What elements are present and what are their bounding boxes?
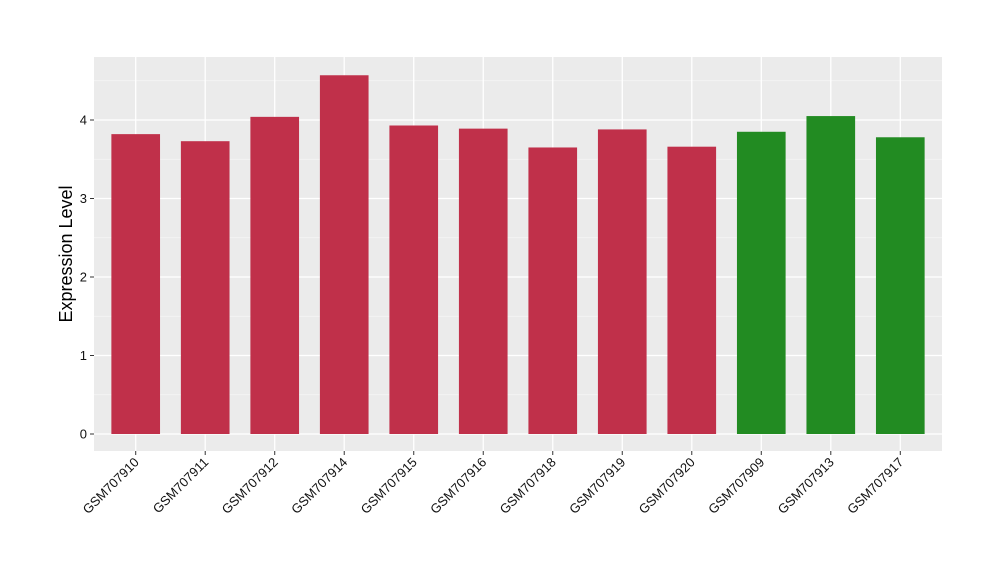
x-tick-label: GSM707912 xyxy=(219,455,281,517)
y-tick-label: 2 xyxy=(80,270,87,285)
y-tick-label: 0 xyxy=(80,427,87,442)
bar-GSM707917 xyxy=(875,137,925,434)
bars xyxy=(111,75,925,435)
y-axis-title: Expression Level xyxy=(56,185,76,322)
x-axis: GSM707910 GSM707911 GSM707912 GSM707914 GSM7… xyxy=(80,451,906,517)
y-tick-label: 3 xyxy=(80,191,87,206)
y-tick-label: 1 xyxy=(80,348,87,363)
x-tick-label: GSM707914 xyxy=(288,455,350,517)
x-tick-label: GSM707920 xyxy=(636,455,698,517)
plot-panel xyxy=(94,57,942,451)
y-tick-label: 4 xyxy=(80,113,87,128)
x-tick-label: GSM707909 xyxy=(705,455,767,517)
y-axis: 0 1 2 3 4 xyxy=(80,113,94,442)
bar-GSM707916 xyxy=(458,128,508,434)
bar-GSM707909 xyxy=(736,131,786,434)
grid-minor xyxy=(94,80,942,396)
bar-GSM707914 xyxy=(319,75,369,434)
bar-GSM707913 xyxy=(806,116,856,434)
x-tick-label: GSM707916 xyxy=(427,455,489,517)
x-tick-label: GSM707919 xyxy=(566,455,628,517)
bar-GSM707915 xyxy=(389,125,439,435)
bar-GSM707920 xyxy=(667,146,717,434)
x-tick-label: GSM707910 xyxy=(80,455,142,517)
bar-GSM707919 xyxy=(597,129,647,435)
x-tick-label: GSM707911 xyxy=(150,455,212,517)
bar-GSM707912 xyxy=(250,116,300,435)
x-tick-label: GSM707917 xyxy=(844,455,906,517)
bar-GSM707910 xyxy=(111,134,161,434)
bar-GSM707918 xyxy=(528,147,578,434)
bar-GSM707911 xyxy=(180,141,230,434)
x-tick-label: GSM707918 xyxy=(497,455,559,517)
x-tick-label: GSM707913 xyxy=(775,455,837,517)
x-tick-label: GSM707915 xyxy=(358,455,420,517)
